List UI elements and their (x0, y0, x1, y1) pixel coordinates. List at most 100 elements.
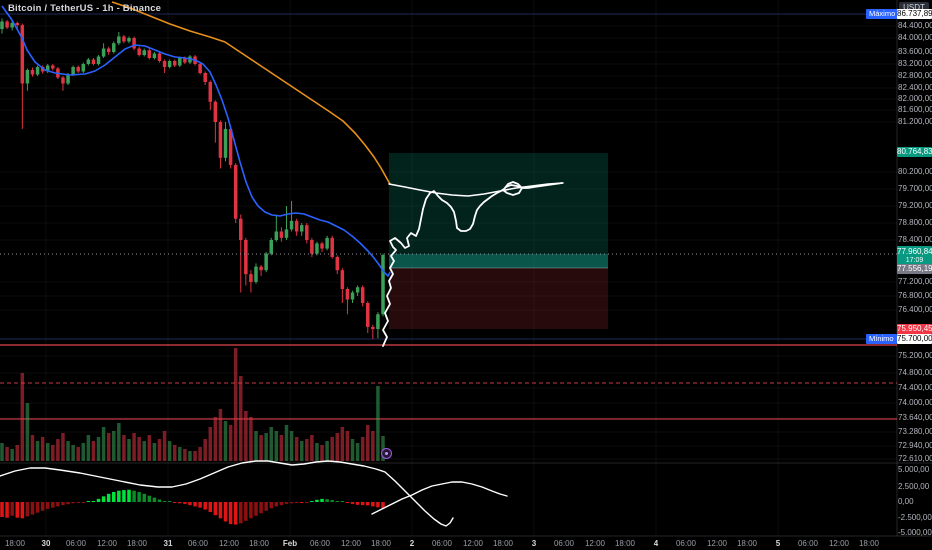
macd-histogram-bar (371, 502, 375, 507)
price-axis-tick: 78.800,00 (898, 218, 932, 227)
macd-histogram-bar (269, 502, 273, 509)
price-axis-tick: 83.200,00 (898, 59, 932, 68)
macd-histogram-bar (259, 502, 263, 514)
macd-histogram-bar (376, 502, 380, 508)
macd-signal-line (0, 460, 454, 527)
volume-bar (279, 435, 284, 461)
volume-bar (223, 421, 228, 461)
volume-bar (366, 425, 370, 461)
candle (325, 235, 329, 251)
macd-histogram-bar (203, 502, 207, 510)
macd-histogram-bar (40, 502, 45, 511)
time-axis-tick: Feb (282, 539, 298, 548)
candle (20, 23, 25, 129)
price-axis-tick: 82.800,00 (898, 71, 932, 80)
candle (299, 223, 304, 236)
candle (142, 48, 146, 57)
candle (350, 290, 355, 303)
macd-histogram-bar (193, 502, 197, 507)
volume-bar (132, 433, 136, 461)
candle (366, 301, 370, 334)
macd-histogram-bar (66, 502, 70, 505)
price-axis-tick: 80.200,00 (898, 167, 932, 176)
volume-bar (198, 447, 202, 461)
volume-bar (218, 409, 223, 461)
candle (157, 52, 162, 63)
candle (340, 268, 345, 303)
candle (91, 58, 96, 66)
time-axis-tick: 5 (775, 539, 781, 548)
volume-bar (10, 449, 14, 461)
volume-bar (188, 451, 192, 461)
macd-histogram-bar (244, 502, 248, 521)
macd-histogram-bar (91, 501, 96, 502)
time-axis-tick: 06:00 (309, 539, 331, 548)
macd-histogram-bar (239, 502, 243, 524)
volume-bar (213, 417, 218, 461)
price-axis-tick: 82.000,00 (898, 94, 932, 103)
time-axis-tick: 4 (653, 539, 659, 548)
profit-zone[interactable] (389, 153, 608, 268)
long-position-tool[interactable] (389, 153, 608, 329)
time-axis-tick: 18:00 (492, 539, 514, 548)
candle (269, 237, 273, 256)
macd-histogram-bar (340, 501, 345, 502)
price-axis-tick: 83.600,00 (898, 47, 932, 56)
macd-histogram-bar (25, 502, 30, 517)
volume-bar (193, 451, 197, 461)
volume-bar (233, 348, 238, 461)
candle (167, 59, 172, 69)
candle (96, 55, 101, 66)
stop-price-badge[interactable]: 75.950,45 (897, 324, 932, 334)
macd-histogram-bar (112, 491, 116, 502)
candle (51, 64, 55, 71)
volume-bar (101, 427, 106, 461)
macd-histogram-bar (264, 502, 268, 511)
volume-bar (274, 431, 279, 461)
volume-bar (228, 425, 233, 461)
current-price-badge: 77.960,84 17:09 (897, 246, 932, 265)
volume-bar (289, 431, 294, 461)
candle (198, 62, 202, 75)
price-axis-tick: 77.200,00 (898, 277, 932, 286)
macd-histogram-bar (167, 501, 172, 502)
candle (122, 35, 126, 44)
macd-histogram-bar (188, 502, 192, 506)
volume-bar (40, 437, 45, 461)
candle (254, 263, 258, 284)
volume-bar (122, 435, 126, 461)
level-lines[interactable] (0, 13, 897, 420)
candle (330, 235, 334, 259)
stop-zone[interactable] (389, 268, 608, 329)
volume-bar (96, 437, 101, 461)
entry-price-badge[interactable]: 77.556,19 (897, 264, 932, 274)
macd-histogram-bar (279, 502, 284, 506)
price-axis-tick: 74.400,00 (898, 383, 932, 392)
macd-histogram-bar (366, 502, 370, 506)
macd-histogram-bar (117, 490, 121, 502)
candle (284, 206, 289, 240)
drawing-anchor-icon[interactable] (381, 448, 392, 459)
candle (320, 241, 324, 252)
candle (294, 218, 299, 236)
volume-bar (51, 445, 55, 461)
macd-histogram-bar (35, 502, 40, 513)
candle (172, 59, 177, 67)
macd-histogram-bar (172, 502, 177, 503)
minimo-value-badge: 75.700,00 (897, 334, 932, 344)
macd-histogram-bar (152, 497, 157, 502)
price-axis-tick: 84.400,00 (898, 21, 932, 30)
freehand-drawing[interactable] (382, 181, 564, 347)
target-price-badge[interactable]: 80.764,83 (897, 147, 932, 157)
volume-bar (320, 445, 324, 461)
volume-bar (106, 433, 111, 461)
volume-bar (244, 411, 248, 461)
macd-histogram-bar (30, 502, 35, 515)
macd-histogram-bar (106, 493, 111, 502)
time-axis-tick: 3 (531, 539, 537, 548)
macd-histogram-bar (360, 502, 365, 506)
macd-histogram-bar (213, 502, 218, 516)
volume-bar (254, 431, 258, 461)
